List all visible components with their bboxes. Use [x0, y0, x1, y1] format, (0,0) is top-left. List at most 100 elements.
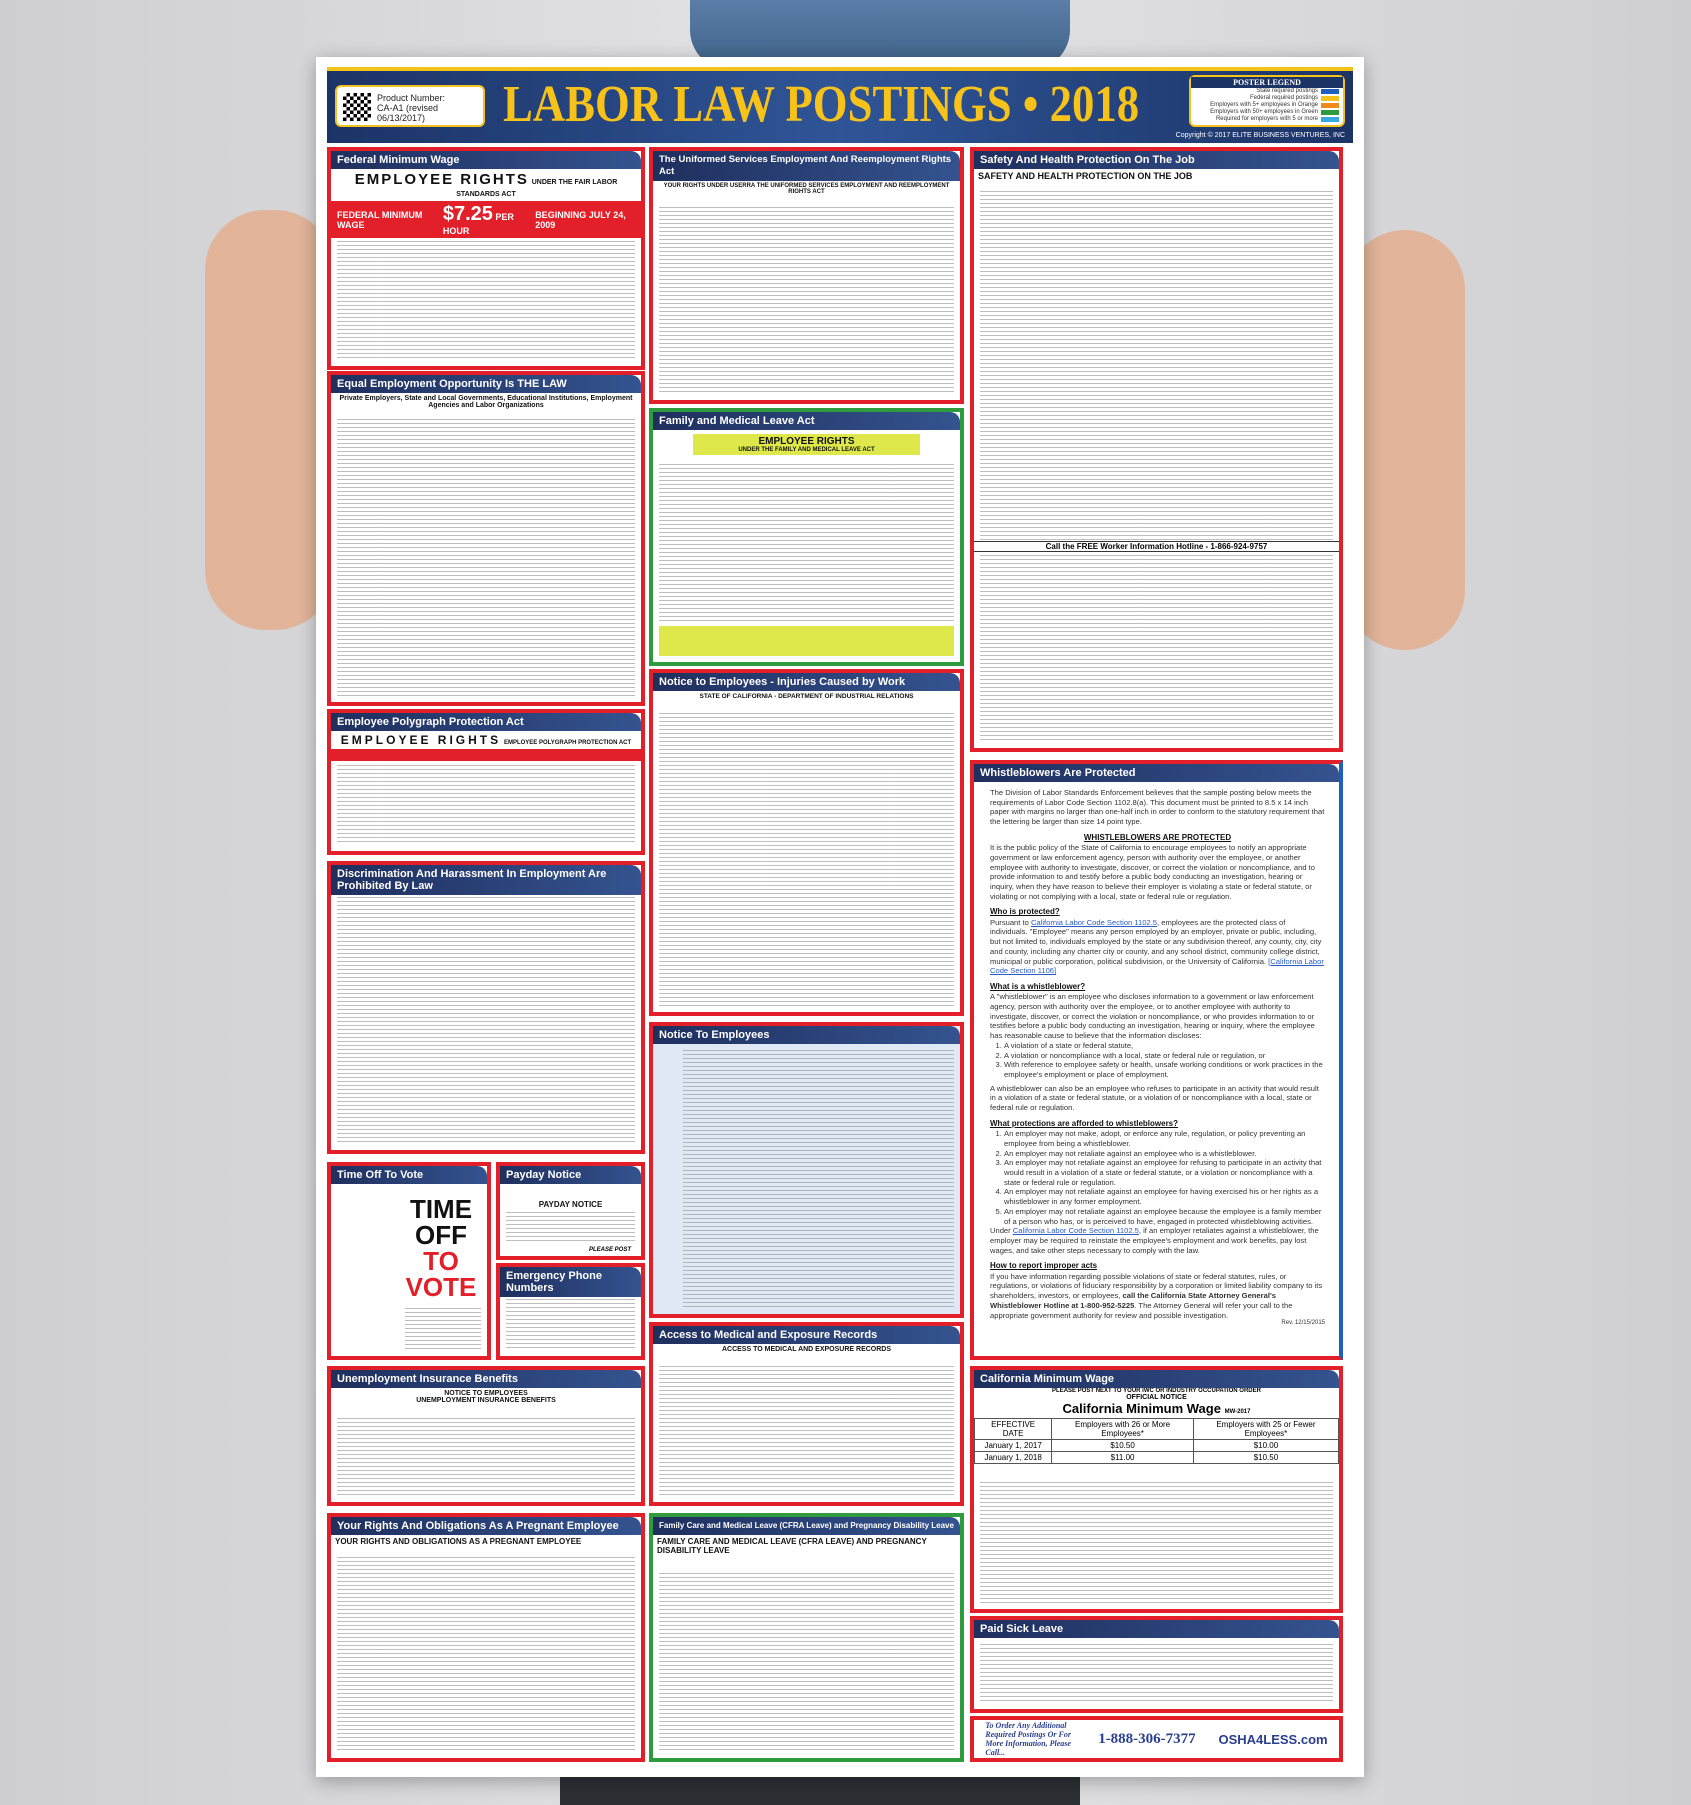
panel-polygraph: Employee Polygraph Protection Act EMPLOY… — [327, 709, 645, 855]
order-text: To Order Any Additional Required Posting… — [985, 1721, 1071, 1757]
panel-title: Unemployment Insurance Benefits — [331, 1370, 641, 1388]
panel-subtitle: Private Employers, State and Local Gover… — [331, 393, 641, 411]
list-item: With reference to employee safety or hea… — [1004, 1060, 1325, 1079]
legend-swatch — [1321, 117, 1339, 122]
whistleblower-text: The Division of Labor Standards Enforcem… — [974, 782, 1339, 1332]
panel-title: Safety And Health Protection On The Job — [974, 151, 1339, 169]
official-notice: OFFICIAL NOTICE — [1126, 1394, 1187, 1401]
panel-subtitle: YOUR RIGHTS UNDER USERRA THE UNIFORMED S… — [653, 181, 960, 197]
legend-item: Federal required postings — [1191, 95, 1343, 102]
policy: It is the public policy of the State of … — [990, 843, 1316, 901]
post-next: PLEASE POST NEXT TO YOUR IWC OR INDUSTRY… — [1052, 1388, 1261, 1394]
panel-title: Notice to Employees - Injuries Caused by… — [653, 673, 960, 691]
ballot-box-icon — [335, 1226, 397, 1351]
panel-federal-minimum-wage: Federal Minimum Wage EMPLOYEE RIGHTS UND… — [327, 147, 645, 370]
poster-header: Product Number: CA-A1 (revised 06/13/201… — [327, 67, 1353, 143]
labor-code-link[interactable]: California Labor Code Section 1102.5 — [1030, 917, 1158, 927]
panel-cfra: Family Care and Medical Leave (CFRA Leav… — [649, 1513, 964, 1762]
panel-medical-records: Access to Medical and Exposure Records A… — [649, 1322, 964, 1506]
panel-subtitle: SAFETY AND HEALTH PROTECTION ON THE JOB — [974, 169, 1339, 183]
list-item: An employer may not retaliate against an… — [1004, 1149, 1325, 1159]
panel-subtitle: EMPLOYEE RIGHTS EMPLOYEE POLYGRAPH PROTE… — [331, 731, 641, 749]
panel-title: Federal Minimum Wage — [331, 151, 641, 169]
list-item: An employer may not retaliate against an… — [1004, 1187, 1325, 1206]
product-number-box: Product Number: CA-A1 (revised 06/13/201… — [335, 85, 485, 127]
panel-title: Notice To Employees — [653, 1026, 960, 1044]
list-item: An employer may not retaliate against an… — [1004, 1158, 1325, 1187]
panel-time-off-to-vote: Time Off To Vote TIME OFF TO VOTE — [327, 1162, 491, 1360]
minimum-wage-bar: FEDERAL MINIMUM WAGE $7.25 PER HOUR BEGINN… — [331, 201, 641, 238]
wage-rate: $7.25 — [442, 203, 493, 225]
legend-item: Employers with 50+ employees in Green — [1191, 109, 1343, 116]
product-label: Product Number: — [377, 93, 446, 103]
panel-title: Your Rights And Obligations As A Pregnan… — [331, 1517, 641, 1535]
under-text: Under California Labor Code Section 1102… — [990, 1226, 1319, 1255]
who-text: Pursuant to California Labor Code Sectio… — [990, 917, 1324, 976]
panel-title: California Minimum Wage — [974, 1370, 1339, 1388]
copyright: Copyright © 2017 ELITE BUSINESS VENTURES… — [1175, 132, 1345, 139]
please-post: PLEASE POST — [588, 1247, 631, 1253]
heading: WHISTLEBLOWERS ARE PROTECTED — [1083, 832, 1232, 842]
panel-paid-sick-leave: Paid Sick Leave — [970, 1616, 1343, 1713]
panel-title: Equal Employment Opportunity Is THE LAW — [331, 375, 641, 393]
person-pants — [560, 1775, 1080, 1805]
legend-swatch — [1321, 103, 1339, 108]
legend-item: State required postings — [1191, 88, 1343, 95]
legend-item: Required for employers with 5 or more — [1191, 116, 1343, 123]
panel-subtitle: ACCESS TO MEDICAL AND EXPOSURE RECORDS — [653, 1344, 960, 1355]
revision: Rev. 12/15/2015 — [1281, 1320, 1325, 1327]
protections-heading: What protections are afforded to whistle… — [990, 1118, 1179, 1128]
panel-title: Emergency Phone Numbers — [500, 1267, 641, 1297]
worker-hotline: Call the FREE Worker Information Hotline… — [974, 541, 1339, 552]
time-off-to-vote-heading: TIME OFF TO VOTE — [405, 1194, 477, 1302]
panel-title: The Uniformed Services Employment And Re… — [653, 151, 960, 181]
panel-unemployment: Unemployment Insurance Benefits NOTICE T… — [327, 1366, 645, 1506]
product-number: CA-A1 (revised 06/13/2017) — [377, 103, 439, 123]
right-hand — [1345, 230, 1465, 650]
panel-title: Access to Medical and Exposure Records — [653, 1326, 960, 1344]
panel-whistleblowers: Whistleblowers Are Protected The Divisio… — [970, 760, 1343, 1360]
labor-code-link[interactable]: California Labor Code Section 1102.5 — [1012, 1226, 1139, 1236]
who-heading: Who is protected? — [990, 907, 1060, 917]
legend-swatch — [1321, 110, 1339, 115]
protections-list: An employer may not make, adopt, or enfo… — [990, 1129, 1325, 1226]
panel-eeo: Equal Employment Opportunity Is THE LAW … — [327, 371, 645, 706]
whd-footer — [659, 626, 954, 656]
panel-fmla: Family and Medical Leave Act EMPLOYEE RI… — [649, 408, 964, 666]
list-item: A violation of a state or federal statut… — [1004, 1041, 1325, 1051]
legend-swatch — [1321, 89, 1339, 94]
payday-notice-heading: PAYDAY NOTICE — [500, 1198, 641, 1211]
what-text: A "whistleblower" is an employee who dis… — [990, 992, 1315, 1041]
panel-title: Employee Polygraph Protection Act — [331, 713, 641, 731]
list-item: An employer may not make, adopt, or enfo… — [1004, 1129, 1325, 1148]
panel-safety-health: Safety And Health Protection On The Job … — [970, 147, 1343, 752]
panel-title: Family and Medical Leave Act — [653, 412, 960, 430]
panel-title: Whistleblowers Are Protected — [974, 764, 1339, 782]
list-item: An employer may not retaliate against an… — [1004, 1207, 1325, 1226]
panel-edd-notice: Notice To Employees — [649, 1022, 964, 1318]
legend-swatch — [1321, 96, 1339, 101]
panel-title: Discrimination And Harassment In Employm… — [331, 865, 641, 895]
ca-wage-heading: California Minimum Wage MW-2017 — [1062, 1401, 1251, 1416]
panel-title: Paid Sick Leave — [974, 1620, 1339, 1638]
order-footer: To Order Any Additional Required Posting… — [970, 1716, 1343, 1762]
what-list: A violation of a state or federal statut… — [990, 1041, 1325, 1080]
legend-item: Employers with 5+ employees in Orange — [1191, 102, 1343, 109]
order-phone[interactable]: 1-888-306-7377 — [1098, 1730, 1196, 1747]
legend-title: POSTER LEGEND — [1191, 77, 1343, 88]
qr-code-icon — [343, 93, 371, 121]
panel-subtitle: FAMILY CARE AND MEDICAL LEAVE (CFRA LEAV… — [653, 1535, 960, 1557]
panel-payday-notice: Payday Notice PAYDAY NOTICE PLEASE POST — [496, 1162, 645, 1260]
panel-subtitle: EMPLOYEE RIGHTS UNDER THE FAMILY AND MEDI… — [693, 434, 920, 455]
panel-title: Time Off To Vote — [331, 1166, 487, 1184]
panel-pregnant-employee: Your Rights And Obligations As A Pregnan… — [327, 1513, 645, 1762]
labor-code-1106-link[interactable]: [California Labor Code Section 1106] — [990, 956, 1324, 976]
panel-injuries: Notice to Employees - Injuries Caused by… — [649, 669, 964, 1016]
what-heading: What is a whistleblower? — [990, 981, 1086, 991]
panel-subtitle: NOTICE TO EMPLOYEES UNEMPLOYMENT INSURANC… — [331, 1388, 641, 1406]
also-text: A whistleblower can also be an employee … — [990, 1083, 1319, 1113]
report-text: If you have information regarding possib… — [990, 1271, 1323, 1320]
panel-subtitle: STATE OF CALIFORNIA - DEPARTMENT OF INDU… — [653, 691, 960, 702]
panel-emergency-phone: Emergency Phone Numbers — [496, 1263, 645, 1360]
panel-discrimination: Discrimination And Harassment In Employm… — [327, 861, 645, 1154]
